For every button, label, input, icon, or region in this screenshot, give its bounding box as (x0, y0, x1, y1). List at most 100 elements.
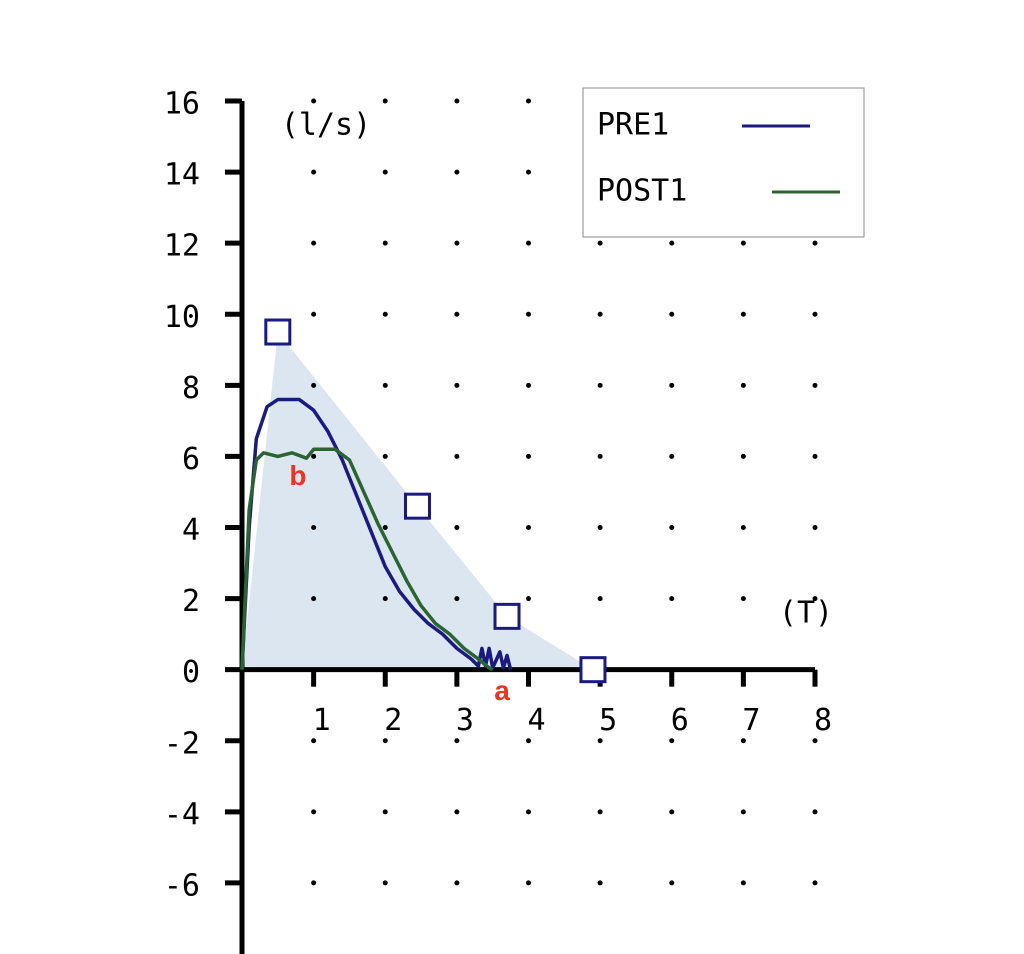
grid-dot (311, 98, 317, 104)
x-tick-label: 5 (599, 703, 617, 738)
grid-dot (454, 453, 460, 459)
legend: PRE1 POST1 (582, 87, 865, 238)
grid-dot (526, 169, 531, 175)
grid-dot (454, 525, 460, 530)
y-axis-label: (l/s) (281, 108, 371, 143)
x-tick-label: 7 (742, 703, 760, 738)
y-tick-label: -4 (164, 797, 200, 832)
grid-dot (812, 596, 818, 602)
grid-dot (812, 738, 818, 744)
grid-dot (740, 311, 746, 317)
grid-dot (740, 453, 746, 459)
grid-dot (526, 525, 531, 530)
x-tick-label: 1 (313, 703, 331, 738)
grid-dot (311, 240, 317, 246)
grid-dot (382, 240, 388, 246)
grid-dot (740, 382, 746, 388)
grid-dot (382, 738, 388, 744)
legend-label: PRE1 (597, 108, 669, 143)
grid-dot (311, 738, 317, 744)
y-tick-label: 14 (164, 158, 200, 193)
grid-dot (311, 880, 317, 886)
y-tick-label: 6 (182, 442, 200, 477)
y-tick-label: 2 (182, 584, 200, 619)
grid-dot (382, 596, 388, 602)
grid-dot (597, 880, 603, 886)
grid-dot (382, 809, 388, 815)
grid-dot (669, 382, 675, 388)
grid-dot (597, 809, 603, 815)
grid-dot (597, 525, 603, 530)
grid-dot (382, 169, 388, 175)
grid-dot (382, 98, 388, 104)
grid-dot (597, 738, 603, 744)
grid-dot (526, 596, 531, 602)
grid-dot (382, 382, 388, 388)
x-tick-label: 6 (671, 703, 689, 738)
grid-dot (382, 311, 388, 317)
grid-dot (382, 880, 388, 886)
grid-dot (382, 453, 388, 459)
grid-dot (812, 311, 818, 317)
x-tick-label: 2 (384, 703, 402, 738)
reference-marker (493, 602, 521, 630)
grid-dot (454, 809, 460, 815)
grid-dot (311, 596, 317, 602)
y-tick-label: 16 (164, 87, 200, 122)
reference-marker (264, 318, 292, 346)
series-line (240, 447, 494, 672)
y-tick-label: 4 (182, 513, 200, 548)
grid-dot (382, 525, 388, 530)
grid-dot (454, 169, 460, 175)
grid-dot (812, 453, 818, 459)
grid-dot (669, 311, 675, 317)
grid-dot (597, 382, 603, 388)
reference-area (242, 332, 593, 670)
grid-dot (311, 525, 317, 530)
grid-dot (454, 880, 460, 886)
grid-dot (740, 525, 746, 530)
grid-dot (311, 809, 317, 815)
annotation: b (289, 460, 306, 491)
grid-dot (454, 596, 460, 602)
reference-marker (403, 492, 431, 520)
x-tick-label: 4 (527, 703, 545, 738)
grid-dot (526, 453, 531, 459)
grid-dot (597, 453, 603, 459)
grid-dot (526, 809, 531, 815)
grid-dot (740, 809, 746, 815)
y-tick-label: 12 (164, 229, 200, 264)
series-line (240, 397, 513, 671)
y-tick-label: 10 (164, 300, 200, 335)
grid-dot (669, 525, 675, 530)
x-tick-label: 8 (814, 703, 832, 738)
y-tick-label: -6 (164, 868, 200, 903)
grid-dot (311, 169, 317, 175)
x-tick-label: 3 (456, 703, 474, 738)
grid-dot (597, 596, 603, 602)
grid-dot (526, 240, 531, 246)
y-tick-label: -2 (164, 726, 200, 761)
grid-dot (669, 880, 675, 886)
grid-dot (812, 809, 818, 815)
grid-dot (812, 240, 818, 246)
grid-dot (740, 880, 746, 886)
grid-dot (454, 98, 460, 104)
grid-dot (812, 382, 818, 388)
reference-marker (579, 656, 607, 684)
grid-dot (526, 98, 531, 104)
grid-dot (669, 240, 675, 246)
legend-box (582, 87, 865, 238)
legend-label: POST1 (597, 174, 687, 209)
grid-dot (740, 240, 746, 246)
grid-dot (812, 880, 818, 886)
grid-dot (454, 382, 460, 388)
grid-dot (311, 453, 317, 459)
grid-dot (597, 240, 603, 246)
y-tick-label: 8 (182, 371, 200, 406)
grid-dot (526, 738, 531, 744)
y-tick-label: 0 (182, 655, 200, 690)
grid-dot (812, 525, 818, 530)
grid-dot (311, 311, 317, 317)
